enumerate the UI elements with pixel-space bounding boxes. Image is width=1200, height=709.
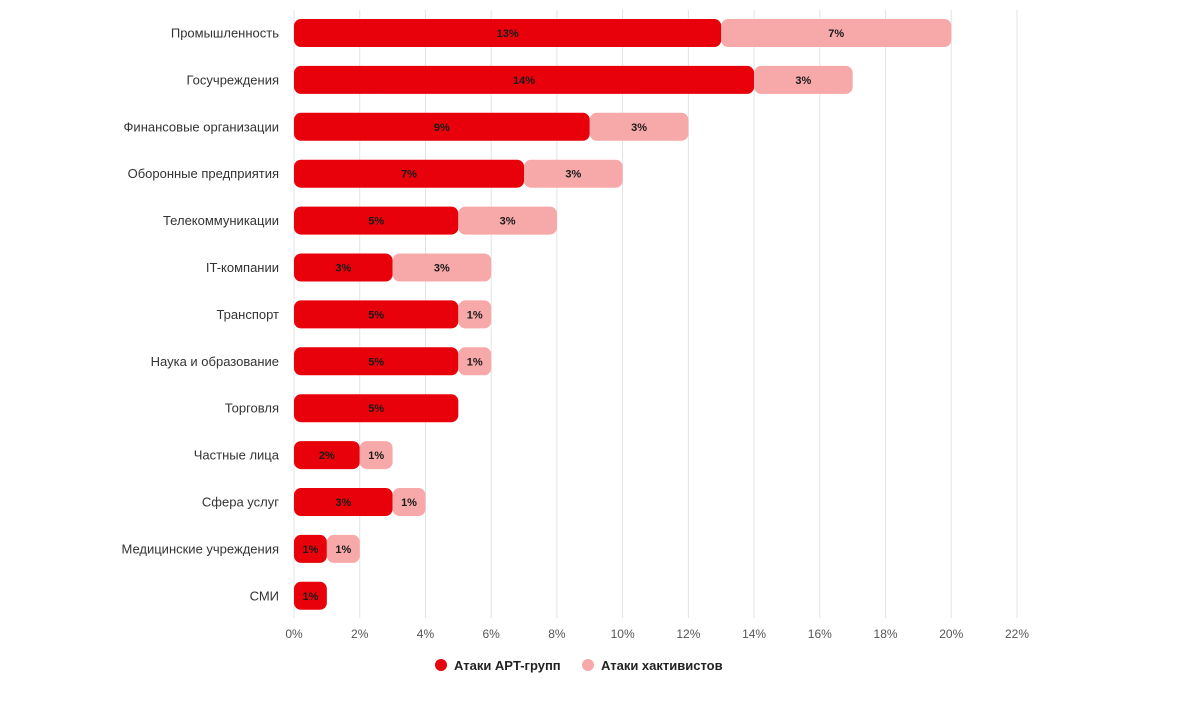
category-label: Сфера услуг xyxy=(202,495,279,510)
bar-segment-apt[interactable] xyxy=(294,65,755,94)
category-label: Торговля xyxy=(225,401,279,416)
category-label: Транспорт xyxy=(216,307,279,322)
category-label: СМИ xyxy=(250,588,279,603)
bar-data-label: 1% xyxy=(467,309,483,321)
legend-label: Атаки APT-групп xyxy=(454,658,561,673)
category-label: Госучреждения xyxy=(187,72,279,87)
bar-segment-hacktivist[interactable] xyxy=(524,159,623,188)
bar-data-label: 5% xyxy=(368,403,384,415)
bar-data-label: 1% xyxy=(302,544,318,556)
legend: Атаки APT-групп Атаки хактивистов xyxy=(435,658,723,673)
bar-segment-hacktivist[interactable] xyxy=(589,112,689,141)
bars: 13% 7% 14% 3% 9% 3% 7% 3% 5% 3% 3% 3% 5% 1% 5% 1% 5% 2% 1%… xyxy=(294,19,952,610)
x-tick-label: 20% xyxy=(939,627,963,641)
bar-data-label: 13% xyxy=(497,28,519,40)
x-tick-label: 10% xyxy=(611,627,635,641)
bar-data-label: 1% xyxy=(467,356,483,368)
bar-data-label: 9% xyxy=(434,122,450,134)
bar-data-label: 7% xyxy=(828,28,844,40)
bar-data-label: 1% xyxy=(302,591,318,603)
bar-data-label: 1% xyxy=(368,450,384,462)
bar-data-label: 5% xyxy=(368,309,384,321)
bar-segment-hacktivist[interactable] xyxy=(458,347,492,376)
bar-data-label: 14% xyxy=(513,75,535,87)
bar-segment-hacktivist[interactable] xyxy=(392,253,492,282)
bar-segment-apt[interactable] xyxy=(294,253,393,282)
category-label: Частные лица xyxy=(194,448,280,463)
x-axis-ticks: 0% 2% 4% 6% 8% 10% 12% 14% 16% 18% 20% 22% xyxy=(285,627,1029,641)
bar-data-label: 3% xyxy=(335,497,351,509)
bar-data-label: 3% xyxy=(335,263,351,275)
bar-data-label: 7% xyxy=(401,169,417,181)
bar-data-label: 2% xyxy=(319,450,335,462)
bar-segment-hacktivist[interactable] xyxy=(392,488,426,516)
x-tick-label: 18% xyxy=(874,627,898,641)
x-tick-label: 8% xyxy=(548,627,566,641)
bar-data-label: 5% xyxy=(368,356,384,368)
bar-data-label: 3% xyxy=(631,122,647,134)
bar-segment-apt[interactable] xyxy=(294,206,459,235)
x-tick-label: 2% xyxy=(351,627,369,641)
legend-marker-icon xyxy=(582,659,594,671)
gridlines xyxy=(293,10,1018,618)
bar-data-label: 3% xyxy=(565,169,581,181)
bar-data-label: 3% xyxy=(500,216,516,228)
category-label: Наука и образование xyxy=(151,354,279,369)
category-label: Финансовые организации xyxy=(124,119,279,134)
legend-marker-icon xyxy=(435,659,447,671)
bar-segment-apt[interactable] xyxy=(294,488,393,516)
bar-segment-hacktivist[interactable] xyxy=(458,300,492,329)
category-labels: Промышленность Госучреждения Финансовые ор… xyxy=(121,26,279,604)
bar-segment-apt[interactable] xyxy=(294,394,459,423)
bar-data-label: 5% xyxy=(368,216,384,228)
bar-segment-apt[interactable] xyxy=(294,581,327,610)
bar-segment-apt[interactable] xyxy=(294,300,459,329)
bar-segment-hacktivist[interactable] xyxy=(721,19,952,47)
legend-label: Атаки хактивистов xyxy=(601,658,723,673)
category-label: Медицинские учреждения xyxy=(121,541,279,556)
bar-data-label: 1% xyxy=(335,544,351,556)
bar-segment-apt[interactable] xyxy=(294,534,327,563)
x-tick-label: 4% xyxy=(417,627,435,641)
category-label: Телекоммуникации xyxy=(163,213,279,228)
bar-segment-hacktivist[interactable] xyxy=(754,65,853,94)
x-tick-label: 12% xyxy=(676,627,700,641)
category-label: Оборонные предприятия xyxy=(128,166,279,181)
bar-segment-apt[interactable] xyxy=(294,441,360,470)
bar-data-label: 3% xyxy=(434,263,450,275)
bar-segment-hacktivist[interactable] xyxy=(326,534,360,563)
bar-segment-hacktivist[interactable] xyxy=(458,206,557,235)
bar-segment-apt[interactable] xyxy=(294,19,722,47)
category-label: IT-компании xyxy=(206,260,279,275)
category-label: Промышленность xyxy=(171,26,279,41)
bar-segment-apt[interactable] xyxy=(294,112,590,141)
bar-segment-hacktivist[interactable] xyxy=(359,441,393,470)
x-tick-label: 22% xyxy=(1005,627,1029,641)
x-tick-label: 6% xyxy=(483,627,501,641)
x-tick-label: 0% xyxy=(285,627,303,641)
legend-item-hacktivist[interactable]: Атаки хактивистов xyxy=(582,658,723,673)
legend-item-apt[interactable]: Атаки APT-групп xyxy=(435,658,561,673)
bar-data-label: 1% xyxy=(401,497,417,509)
bar-data-label: 3% xyxy=(795,75,811,87)
bar-segment-apt[interactable] xyxy=(294,347,459,376)
bar-segment-apt[interactable] xyxy=(294,159,525,188)
x-tick-label: 16% xyxy=(808,627,832,641)
x-tick-label: 14% xyxy=(742,627,766,641)
